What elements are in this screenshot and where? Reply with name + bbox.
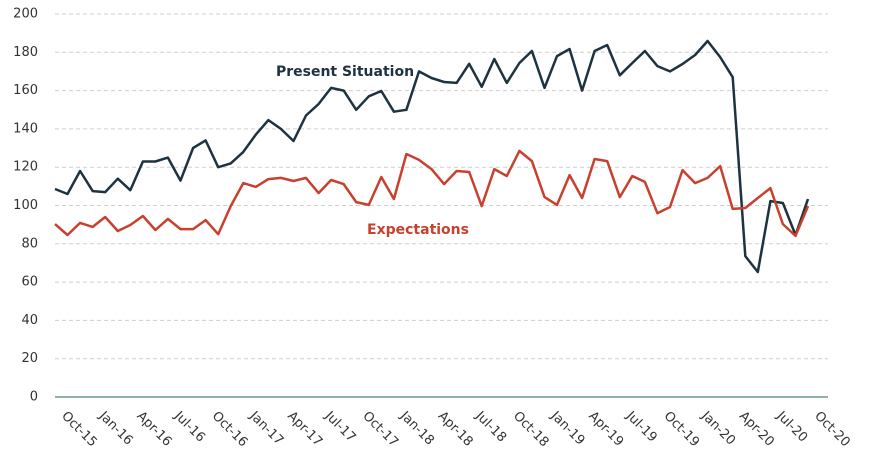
- x-tick-label: Jan-18: [396, 408, 437, 449]
- x-tick-label: Apr-19: [585, 409, 626, 450]
- x-tick-label: Jan-16: [95, 408, 136, 449]
- x-tick-label: Apr-20: [736, 409, 777, 450]
- y-tick-label: 100: [13, 198, 38, 213]
- y-tick-label: 120: [13, 160, 38, 175]
- y-tick-label: 180: [13, 45, 38, 60]
- x-tick-label: Jan-20: [698, 408, 739, 449]
- x-tick-label: Jul-19: [622, 408, 659, 445]
- series-line: [54, 149, 810, 238]
- x-tick-label: Jul-17: [321, 408, 358, 445]
- x-tick-label: Jan-19: [547, 408, 588, 449]
- x-tick-label: Oct-16: [209, 409, 251, 451]
- x-tick-label: Jul-16: [170, 408, 207, 445]
- series-label: Present Situation: [276, 64, 414, 80]
- x-tick-label: Oct-17: [359, 409, 401, 451]
- x-tick-label: Apr-18: [435, 409, 476, 450]
- y-tick-label: 160: [13, 83, 38, 98]
- y-tick-label: 40: [21, 313, 38, 328]
- y-tick-label: 0: [30, 390, 38, 405]
- y-tick-label: 200: [13, 7, 38, 22]
- series-line: [54, 39, 810, 274]
- x-tick-label: Oct-20: [811, 409, 853, 451]
- y-tick-label: 80: [21, 236, 38, 251]
- x-tick-label: Apr-16: [134, 409, 175, 450]
- x-tick-label: Oct-18: [510, 409, 552, 451]
- y-tick-label: 140: [13, 121, 38, 136]
- y-tick-label: 20: [21, 351, 38, 366]
- x-tick-label: Oct-15: [58, 409, 100, 451]
- y-tick-label: 60: [21, 275, 38, 290]
- x-tick-label: Jul-20: [773, 408, 810, 445]
- x-tick-label: Jan-17: [246, 408, 287, 449]
- x-tick-label: Oct-19: [661, 409, 703, 451]
- x-tick-label: Apr-17: [284, 409, 325, 450]
- series-label: Expectations: [367, 222, 469, 238]
- x-tick-label: Jul-18: [472, 408, 509, 445]
